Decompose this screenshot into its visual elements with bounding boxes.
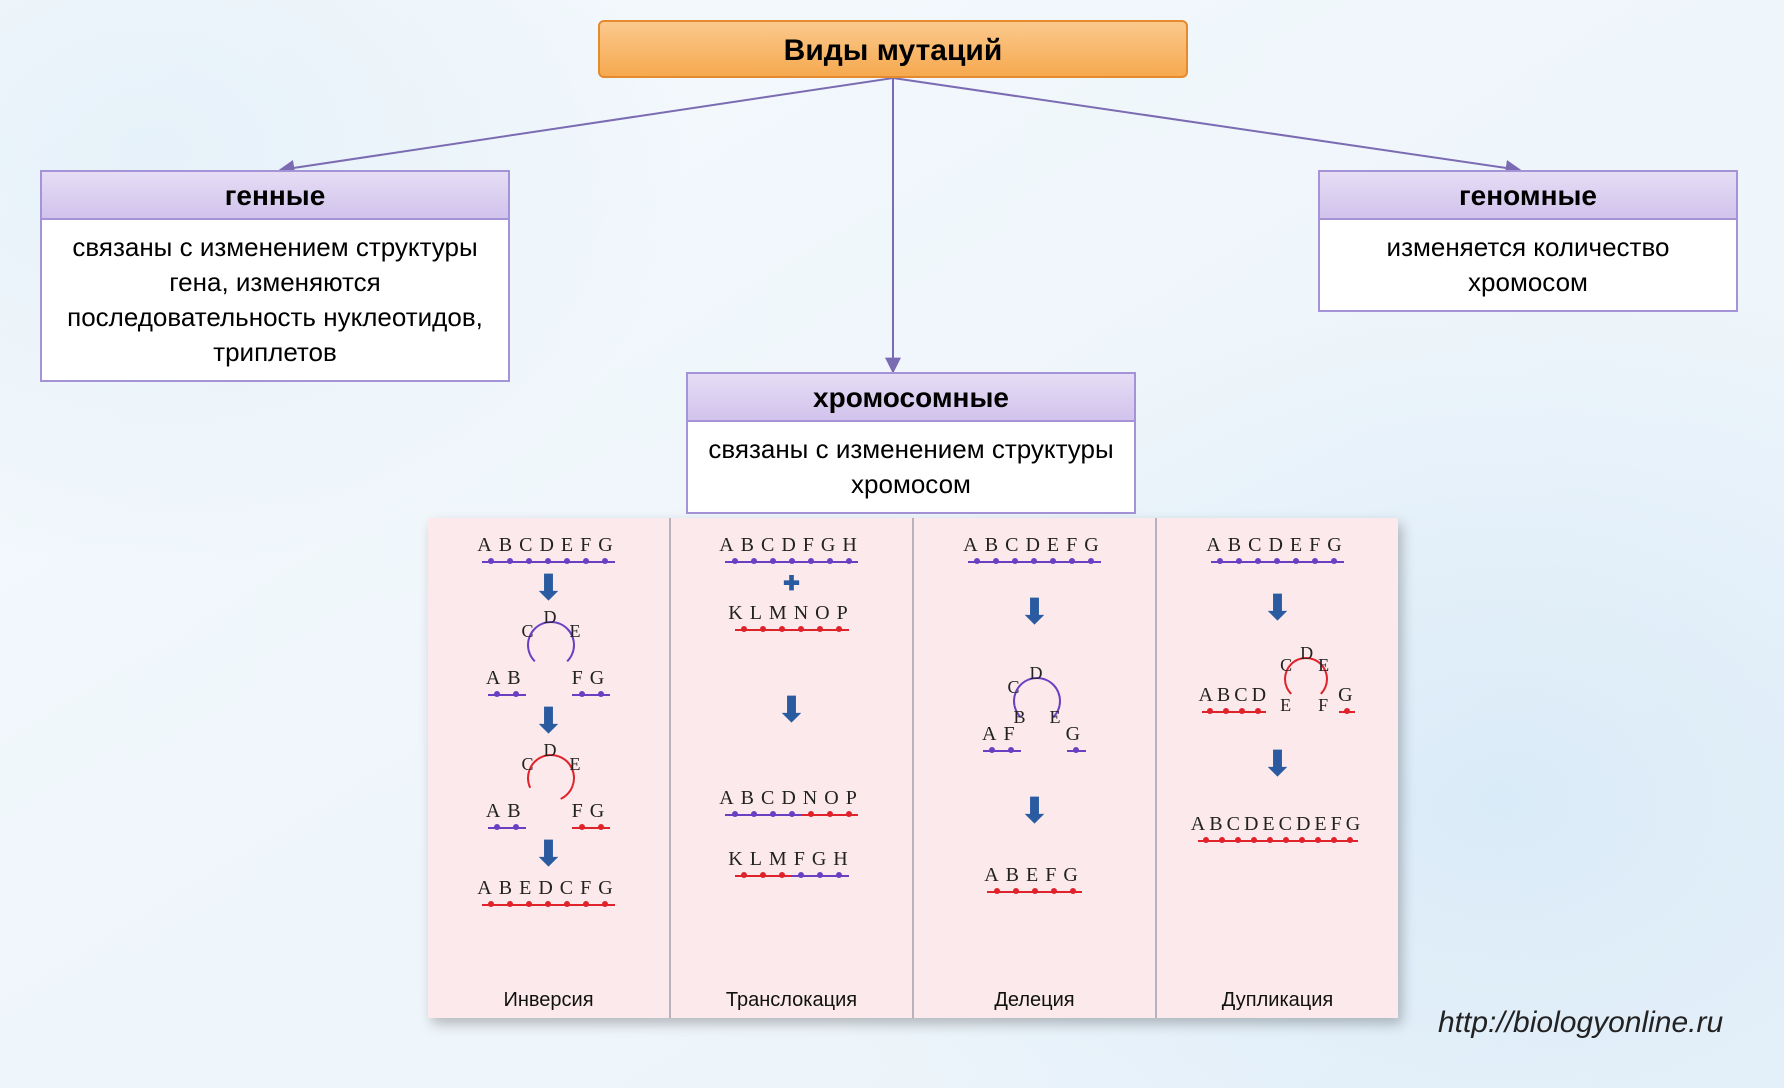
arrow-down-icon: ⬇ — [1263, 747, 1292, 781]
child-body: изменяется количество хромосом — [1318, 220, 1738, 312]
child-node-right: геномныеизменяется количество хромосом — [1318, 170, 1738, 312]
sequence: ABCDNOP — [719, 787, 864, 818]
sequence: KLMNOP — [728, 602, 855, 633]
sequence: ABEDCFG — [477, 877, 619, 908]
sequence: FG — [572, 667, 612, 698]
sequence: ABCDEFG — [963, 534, 1105, 565]
loop-diagram: DCEABFG — [474, 611, 624, 698]
mutation-panel: ABCDFGH ✚ KLMNOP ⬇ ABCDNOP KLMFGH Транслокация — [669, 518, 912, 1018]
panel-caption: Дупликация — [1222, 981, 1333, 1012]
plus-icon: ✚ — [783, 571, 800, 596]
sequence: ABCDEFG — [1206, 534, 1348, 565]
sequence: KLMFGH — [728, 848, 855, 879]
root-node: Виды мутаций — [598, 20, 1188, 78]
panel-caption: Делеция — [994, 981, 1074, 1012]
sequence: G — [1338, 684, 1356, 715]
loop-diagram: DCEABFG — [474, 744, 624, 831]
child-body: связаны с изменением структуры гена, изм… — [40, 220, 510, 382]
root-title: Виды мутаций — [598, 20, 1188, 78]
sequence: ABCD — [1198, 684, 1270, 715]
child-body: связаны с изменением структуры хромосом — [686, 422, 1136, 514]
loop-diagram: DCBEAFG — [960, 667, 1110, 754]
panel-caption: Инверсия — [503, 981, 593, 1012]
sequence: AB — [486, 800, 528, 831]
source-url: http://biologyonline.ru — [1438, 1006, 1723, 1040]
chromosome-mutation-panels: ABCDEFG⬇DCEABFG⬇DCEABFG⬇ABEDCFGИнверсияA… — [428, 518, 1398, 1018]
child-title: геномные — [1318, 170, 1738, 220]
sequence: ABEFG — [984, 864, 1085, 895]
child-node-left: генныесвязаны с изменением структуры ген… — [40, 170, 510, 382]
loop-diagram: ABCDDCEEFG — [1198, 651, 1356, 715]
arrow-down-icon: ⬇ — [777, 693, 806, 727]
arrow-down-icon: ⬇ — [1263, 591, 1292, 625]
arrow-down-icon: ⬇ — [534, 571, 563, 605]
sequence: FG — [572, 800, 612, 831]
arrow-down-icon: ⬇ — [1020, 595, 1049, 629]
arrow-down-icon: ⬇ — [534, 704, 563, 738]
mutation-panel: ABCDEFG ⬇ DCBEAFG ⬇ ABEFG Делеция — [912, 518, 1155, 1018]
mutation-panel: ABCDEFG⬇DCEABFG⬇DCEABFG⬇ABEDCFGИнверсия — [428, 518, 669, 1018]
sequence: ABCDFGH — [719, 534, 864, 565]
child-title: генные — [40, 170, 510, 220]
mutation-panel: ABCDEFG ⬇ ABCDDCEEFG ⬇ ABCDECDEFG Дупликация — [1155, 518, 1398, 1018]
arrow-down-icon: ⬇ — [1020, 794, 1049, 828]
sequence: G — [1066, 723, 1087, 754]
sequence: ABCDEFG — [477, 534, 619, 565]
arrow-down-icon: ⬇ — [534, 837, 563, 871]
sequence: ABCDECDEFG — [1191, 813, 1364, 844]
child-node-center: хромосомныесвязаны с изменением структур… — [686, 372, 1136, 514]
panel-caption: Транслокация — [726, 981, 857, 1012]
sequence: AB — [486, 667, 528, 698]
child-title: хромосомные — [686, 372, 1136, 422]
